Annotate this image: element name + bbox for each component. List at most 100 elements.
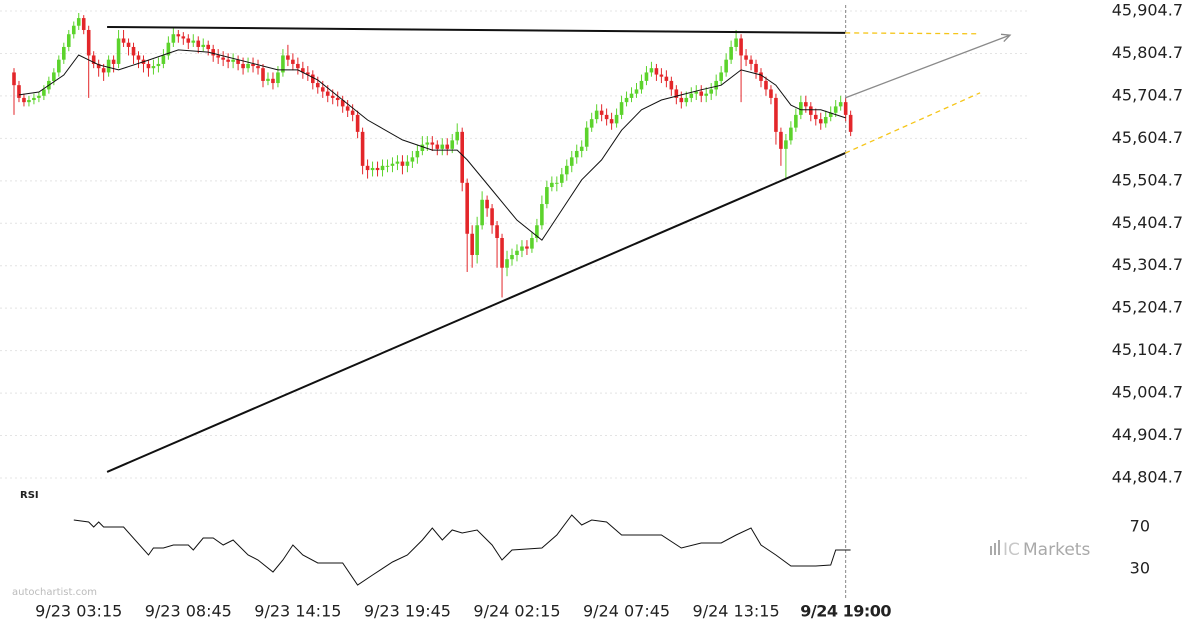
candle-body <box>350 110 355 115</box>
candle-body <box>385 165 390 167</box>
candle-body <box>475 225 479 255</box>
candle-body <box>62 46 66 60</box>
candle-body <box>604 114 609 120</box>
candle-body <box>455 131 460 141</box>
candle-body <box>709 89 713 94</box>
candle-body <box>470 233 474 255</box>
candle-body <box>301 68 305 73</box>
candle-body <box>629 93 634 98</box>
candle-body <box>291 59 295 64</box>
candle-body <box>420 144 425 151</box>
y-tick-label: 45,004.7 <box>1112 383 1183 402</box>
x-tick-label: 9/23 03:15 <box>35 602 122 621</box>
candle-body <box>654 68 659 75</box>
candle-body <box>370 167 375 171</box>
candle-body <box>42 89 46 96</box>
candle-body <box>574 150 579 158</box>
trendline <box>845 32 981 35</box>
y-tick-label: 45,804.7 <box>1112 43 1183 62</box>
candle-body <box>116 38 121 64</box>
candle-body <box>530 238 534 249</box>
candle-body <box>729 46 733 60</box>
x-tick-label: 9/24 13:15 <box>693 602 780 621</box>
candle-body <box>241 63 245 69</box>
candle-body <box>774 97 778 132</box>
logo-text: Markets <box>1023 540 1090 560</box>
candle-body <box>286 55 290 60</box>
candle-body <box>311 74 315 84</box>
logo-mark: IC <box>1003 540 1020 560</box>
candle-body <box>37 95 41 98</box>
candle-body <box>271 78 275 84</box>
candle-body <box>375 167 380 171</box>
candle-body <box>191 40 196 43</box>
x-tick-label: 9/23 14:15 <box>254 602 341 621</box>
candle-body <box>86 29 91 56</box>
x-tick-label: 9/23 19:45 <box>364 602 451 621</box>
candle-body <box>545 187 549 205</box>
candle-body <box>440 144 445 149</box>
trendline <box>844 92 981 154</box>
x-tick-label: 9/24 07:45 <box>583 602 670 621</box>
candle-body <box>12 72 16 86</box>
candle-body <box>465 182 469 234</box>
candle-body <box>485 199 489 209</box>
candle-body <box>495 225 499 239</box>
candle-body <box>231 59 235 62</box>
candle-body <box>435 144 440 149</box>
candle-body <box>221 57 225 60</box>
candle-body <box>550 182 554 188</box>
candle-body <box>828 112 833 118</box>
candle-body <box>315 83 320 88</box>
candle-body <box>330 95 335 98</box>
candle-body <box>81 18 86 30</box>
candle-body <box>639 80 644 90</box>
candle-body <box>684 97 689 103</box>
candle-body <box>166 42 171 56</box>
candle-body <box>510 254 514 260</box>
candle-body <box>176 34 181 37</box>
logo-bar <box>994 543 996 555</box>
candle-body <box>246 63 250 69</box>
candle-body <box>719 72 723 81</box>
candle-body <box>17 85 21 98</box>
candle-body <box>584 127 589 147</box>
candle-body <box>196 40 201 47</box>
candle-body <box>355 114 360 132</box>
candle-body <box>734 38 738 47</box>
candle-body <box>555 182 559 184</box>
candle-body <box>609 119 614 124</box>
candle-body <box>410 157 415 162</box>
y-tick-label: 45,304.7 <box>1112 255 1183 274</box>
candle-body <box>560 174 564 183</box>
candle-body <box>111 59 116 64</box>
candle-body <box>320 87 325 92</box>
candle-body <box>674 89 679 98</box>
candle-body <box>749 59 753 64</box>
candle-body <box>540 204 544 226</box>
candle-body <box>365 165 370 171</box>
candle-body <box>679 97 684 103</box>
candle-body <box>594 110 599 120</box>
candle-body <box>520 246 524 251</box>
candle-body <box>843 102 848 115</box>
candle-body <box>784 140 788 149</box>
candle-body <box>266 78 270 81</box>
candle-body <box>380 165 385 171</box>
candle-body <box>325 91 330 96</box>
candle-body <box>794 114 798 128</box>
candle-body <box>146 63 151 69</box>
candle-body <box>823 117 828 124</box>
candle-body <box>22 97 26 103</box>
candle-body <box>76 18 81 26</box>
candle-body <box>415 150 420 158</box>
candle-body <box>211 49 215 56</box>
candle-body <box>724 59 728 73</box>
rsi-tick-label: 70 <box>1130 517 1150 536</box>
candle-body <box>276 72 280 84</box>
y-tick-label: 45,604.7 <box>1112 128 1183 147</box>
candle-body <box>804 102 808 107</box>
candle-body <box>535 225 539 239</box>
y-tick-label: 45,704.7 <box>1112 85 1183 104</box>
y-tick-label: 45,504.7 <box>1112 170 1183 189</box>
